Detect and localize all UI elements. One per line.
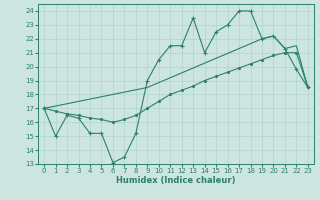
- X-axis label: Humidex (Indice chaleur): Humidex (Indice chaleur): [116, 176, 236, 185]
